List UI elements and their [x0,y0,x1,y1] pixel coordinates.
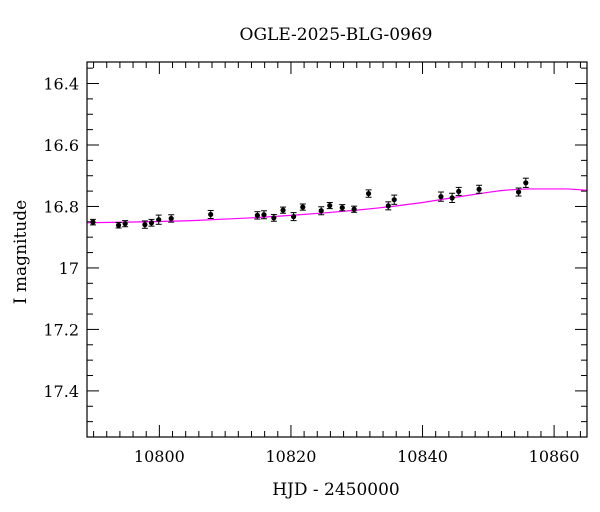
y-axis-label: I magnitude [11,200,31,304]
data-marker [122,221,128,227]
data-point [290,212,297,222]
data-marker [142,222,148,228]
data-point [339,204,346,212]
x-tick-label: 10840 [397,447,448,466]
data-marker [449,195,455,201]
data-point [280,206,287,214]
x-tick-label: 10820 [265,447,316,466]
data-point [122,220,129,228]
major-ticks [87,62,587,437]
data-marker [290,214,297,220]
data-marker [156,217,162,223]
y-tick-label: 16.4 [43,75,79,94]
data-point [455,186,462,196]
data-marker [115,222,122,228]
data-marker [385,203,391,209]
data-point [385,201,392,211]
data-marker [90,219,96,225]
data-marker [365,190,372,197]
data-point [254,211,261,220]
data-marker [300,204,306,210]
data-marker [208,211,214,218]
data-point [351,205,358,213]
data-point [260,210,267,220]
y-tick-label: 17.2 [43,320,79,339]
data-point [515,187,522,197]
data-point [437,191,444,202]
data-marker [523,180,529,186]
minor-ticks [87,62,587,438]
data-point [299,203,306,211]
data-marker [280,207,286,213]
data-point [391,194,398,205]
chart-title: OGLE-2025-BLG-0969 [240,25,433,45]
data-marker [351,206,357,212]
data-point [270,213,277,222]
data-point [326,201,333,210]
data-point [148,218,155,227]
data-marker [339,205,345,211]
data-point [89,218,96,226]
model-layer [86,188,588,224]
data-point [168,214,175,223]
data-marker [456,188,462,195]
y-tick-label: 17 [59,259,79,278]
data-marker [271,215,277,221]
y-tick-label: 16.8 [43,197,79,216]
data-marker [391,197,397,203]
data-marker [438,194,444,200]
tick-labels: 10800 10820 10840 10860 16.4 16.6 16.8 17 17.2 17… [43,75,579,466]
data-point [449,192,456,203]
plot-frame [86,61,588,438]
data-marker [476,186,482,192]
data-points [89,177,529,229]
data-marker [261,212,267,218]
data-point [155,214,162,225]
data-marker [515,189,522,195]
data-point [318,206,325,216]
data-point [522,177,529,188]
x-tick-label: 10800 [134,447,185,466]
data-point [365,189,372,198]
y-tick-label: 16.6 [43,136,79,155]
data-point [476,184,483,194]
data-marker [168,215,174,222]
y-tick-label: 17.4 [43,382,79,401]
data-marker [318,208,324,214]
data-marker [148,220,155,226]
x-axis-label: HJD - 2450000 [272,480,400,500]
x-tick-label: 10860 [529,447,580,466]
data-point [207,209,214,219]
data-point [141,220,148,229]
model-curve [86,188,588,224]
data-point [115,221,122,229]
data-marker [327,202,333,209]
data-marker [254,212,260,218]
